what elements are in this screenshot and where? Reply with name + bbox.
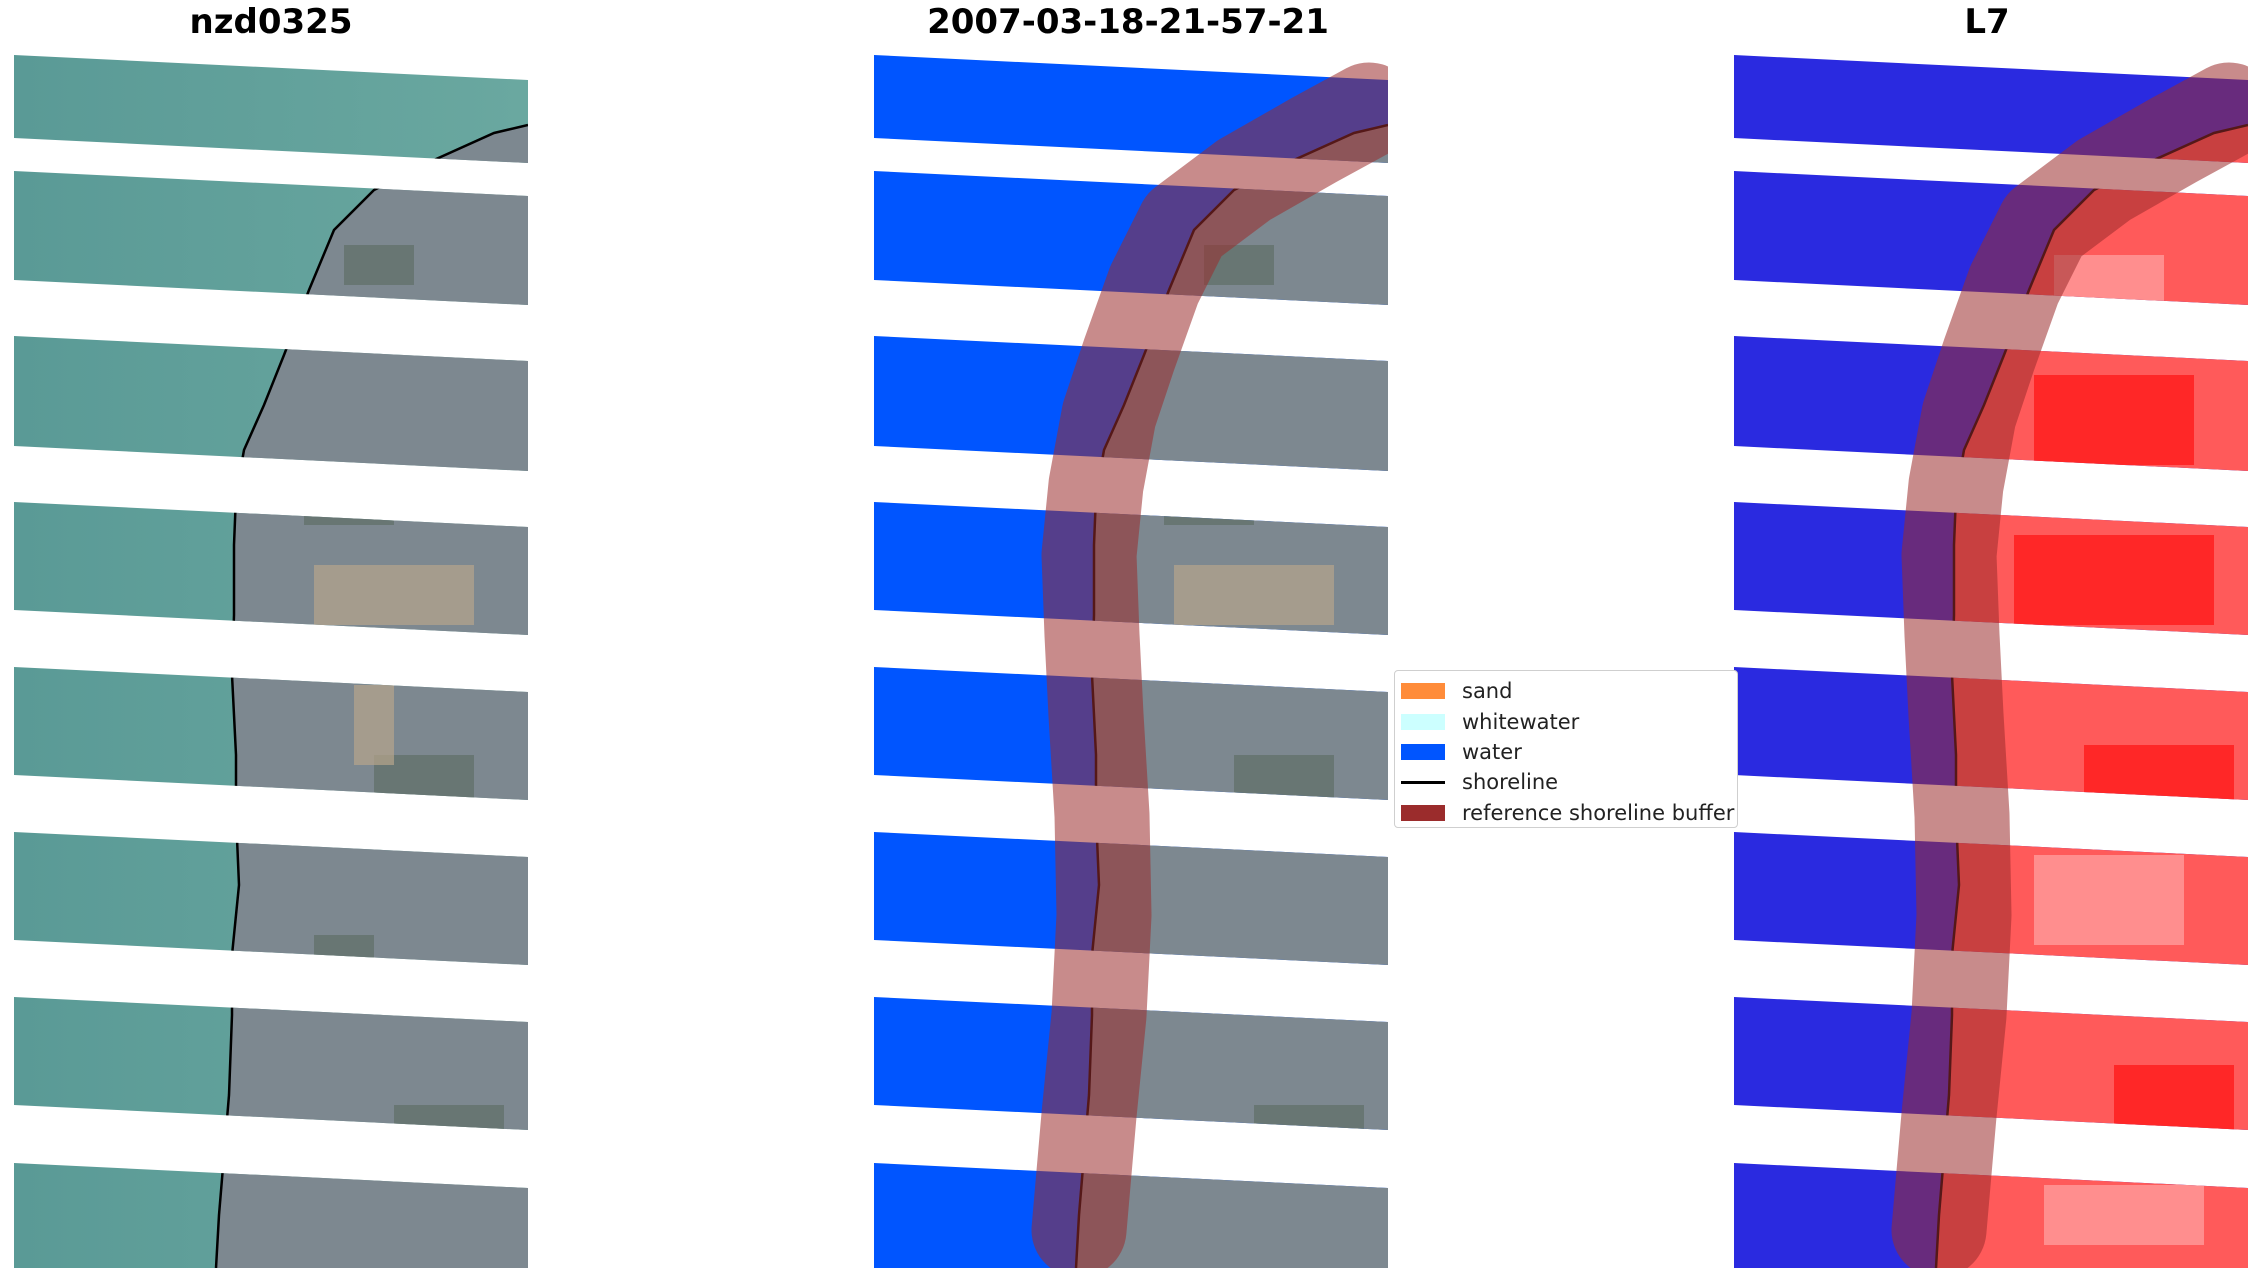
legend-item-water: water xyxy=(1401,737,1737,767)
legend-label: sand xyxy=(1462,679,1513,704)
legend-item-buffer: reference shoreline buffer xyxy=(1401,798,1737,828)
legend-item-sand: sand xyxy=(1401,676,1737,706)
shoreline-line-swatch xyxy=(1401,780,1445,784)
shoreline xyxy=(214,123,528,1268)
panel-title-index: L7 xyxy=(1964,2,2010,42)
classified-image-panel xyxy=(874,55,1388,1268)
legend-label: water xyxy=(1462,739,1522,764)
reference-shoreline-buffer xyxy=(1031,62,1388,1268)
legend-label: whitewater xyxy=(1462,709,1580,734)
legend-label: shoreline xyxy=(1462,770,1559,795)
buffer-swatch xyxy=(1401,804,1445,821)
legend: sand whitewater water shoreline referenc… xyxy=(1394,670,1738,828)
legend-label: reference shoreline buffer xyxy=(1462,800,1735,825)
panel-title-rgb: nzd0325 xyxy=(189,2,353,42)
sand-swatch xyxy=(1401,683,1445,700)
water-swatch xyxy=(1401,743,1445,760)
index-image-panel xyxy=(1734,55,2248,1268)
panel-title-classified: 2007-03-18-21-57-21 xyxy=(927,2,1329,42)
reference-shoreline-buffer xyxy=(1891,62,2248,1268)
whitewater-swatch xyxy=(1401,713,1445,730)
legend-item-shoreline: shoreline xyxy=(1401,767,1737,797)
rgb-image-panel xyxy=(14,55,528,1268)
legend-item-whitewater: whitewater xyxy=(1401,706,1737,736)
